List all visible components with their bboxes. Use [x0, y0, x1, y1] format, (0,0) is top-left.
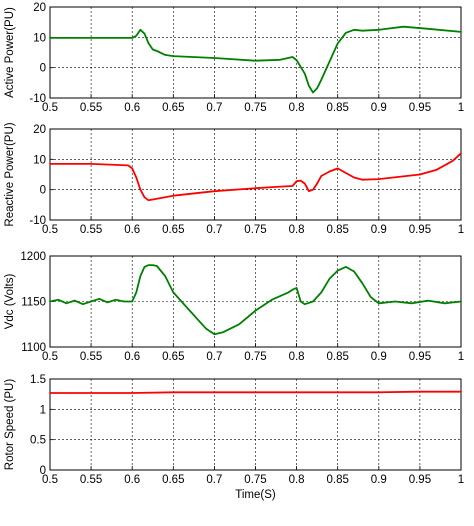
- x-tick-label: 0.6: [124, 351, 140, 363]
- x-tick-label: 0.55: [80, 474, 102, 486]
- x-tick-label: 0.7: [206, 351, 222, 363]
- y-tick-label: 1150: [21, 297, 46, 309]
- x-tick-label: 0.8: [289, 102, 305, 114]
- x-tick-label: 0.5: [42, 474, 58, 486]
- x-tick-label: 0.8: [289, 351, 305, 363]
- x-tick-label: 0.5: [42, 102, 58, 114]
- x-tick-label: 0.6: [124, 102, 140, 114]
- x-tick-label: 0.55: [80, 224, 102, 236]
- x-tick-label: 0.65: [162, 351, 184, 363]
- y-tick-label: 0: [40, 63, 46, 75]
- y-tick-label: 10: [33, 154, 46, 166]
- y-tick-label: 1100: [21, 342, 46, 354]
- x-tick-label: 0.75: [244, 351, 266, 363]
- y-tick-label: -10: [29, 93, 46, 105]
- y-tick-label: -10: [29, 215, 46, 227]
- y-tick-label: 1200: [20, 251, 46, 263]
- x-tick-label: 0.7: [206, 102, 222, 114]
- x-tick-label: 0.8: [289, 474, 305, 486]
- x-tick-label: 0.95: [409, 102, 431, 114]
- x-tick-label: 0.75: [244, 474, 266, 486]
- x-tick-label: 0.95: [409, 474, 431, 486]
- panel-3: 0.5 0.55 0.6 0.65 0.7 0.75 0.8 0.85 0.9 0.95 1 1100…: [4, 251, 464, 363]
- series-line: [49, 390, 462, 394]
- x-tick-label: 0.5: [42, 351, 58, 363]
- y-axis-label: Reactive Power(PU): [4, 122, 16, 226]
- x-tick-label: 0.9: [371, 351, 387, 363]
- series-line: [49, 25, 462, 94]
- panel-2: 0.5 0.55 0.6 0.65 0.7 0.75 0.8 0.85 0.9 0.95 1 -10 0…: [4, 122, 464, 236]
- x-tick-label: 0.85: [327, 351, 349, 363]
- panel-1: 0.5 0.55 0.6 0.65 0.7 0.75 0.8 0.85 0.9 0.95 1 -10 0…: [4, 2, 464, 114]
- x-tick-label: 0.6: [124, 224, 140, 236]
- x-tick-label: 1: [458, 474, 464, 486]
- x-tick-label: 0.75: [244, 224, 266, 236]
- y-axis-label: Rotor Speed (PU): [4, 379, 16, 471]
- x-tick-label: 0.9: [371, 224, 387, 236]
- x-tick-label: 0.6: [124, 474, 140, 486]
- y-tick-label: 1.5: [30, 374, 46, 386]
- y-axis-label: Active Power(PU): [4, 7, 16, 98]
- y-axis-label: Vdc (Volts): [4, 274, 16, 330]
- x-axis-label: Time(S): [235, 489, 276, 501]
- x-tick-label: 1: [458, 102, 464, 114]
- x-tick-label: 0.8: [289, 224, 305, 236]
- y-tick-label: 0.5: [30, 435, 46, 447]
- x-tick-label: 0.95: [409, 351, 431, 363]
- x-tick-label: 0.5: [42, 224, 58, 236]
- x-tick-label: 0.9: [371, 474, 387, 486]
- x-tick-label: 0.75: [244, 102, 266, 114]
- x-tick-label: 0.55: [80, 102, 102, 114]
- x-tick-label: 0.85: [327, 474, 349, 486]
- x-tick-label: 0.95: [409, 224, 431, 236]
- x-tick-label: 0.85: [327, 102, 349, 114]
- y-tick-label: 20: [33, 124, 46, 136]
- x-tick-label: 0.7: [206, 224, 222, 236]
- x-tick-label: 0.65: [162, 224, 184, 236]
- series-line: [49, 264, 462, 336]
- y-tick-label: 10: [33, 32, 46, 44]
- x-tick-label: 0.85: [327, 224, 349, 236]
- y-tick-label: 20: [33, 2, 46, 14]
- x-tick-label: 0.55: [80, 351, 102, 363]
- y-tick-label: 0: [40, 185, 46, 197]
- y-tick-label: 1: [40, 404, 46, 416]
- panel-4: 0.5 0.55 0.6 0.65 0.7 0.75 0.8 0.85 0.9 0.95 100.5…: [4, 374, 464, 501]
- y-tick-label: 0: [40, 465, 46, 477]
- x-tick-label: 1: [458, 224, 464, 236]
- x-tick-label: 0.65: [162, 102, 184, 114]
- series-line: [49, 152, 462, 202]
- x-tick-label: 1: [458, 351, 464, 363]
- x-tick-label: 0.65: [162, 474, 184, 486]
- x-tick-label: 0.7: [206, 474, 222, 486]
- x-tick-label: 0.9: [371, 102, 387, 114]
